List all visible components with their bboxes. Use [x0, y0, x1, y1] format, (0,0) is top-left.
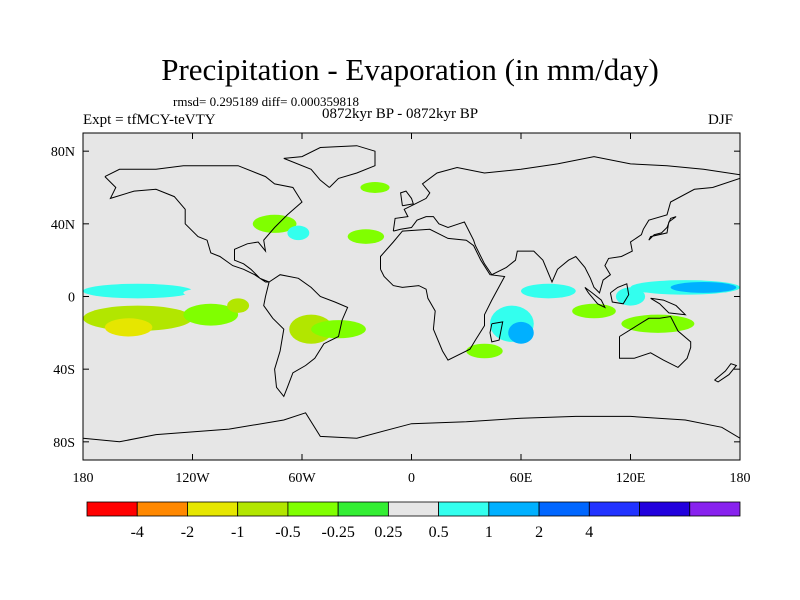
colorbar-label-6: 0.5: [429, 524, 449, 541]
coastline-greenland: [283, 145, 376, 188]
coastline-australia: [619, 315, 692, 369]
anomaly-region-14: [521, 283, 576, 299]
anomaly-region-19: [670, 281, 737, 293]
x-tick-label-0: 180: [73, 471, 94, 486]
axis-ticks: 180 120W 60W 0 60E 120E 180 80N 40N 0 40S 80S: [51, 133, 751, 486]
anomaly-region-25: [360, 182, 390, 193]
anomaly-region-4: [137, 336, 175, 355]
coastline-sumatra: [584, 287, 606, 309]
colorbar-swatch-3: [237, 501, 289, 517]
colorbar-swatch-7: [438, 501, 490, 517]
colorbar-swatch-9: [538, 501, 590, 517]
anomaly-region-12: [347, 229, 385, 244]
y-tick-label-3: 40S: [53, 363, 75, 378]
coastline-north-america: [104, 165, 303, 283]
x-tick-label-3: 0: [408, 471, 415, 486]
colorbar-label-0: -4: [131, 524, 144, 541]
anomaly-region-20: [621, 314, 695, 333]
anomaly-region-13: [311, 203, 348, 215]
anomaly-region-24: [572, 303, 616, 319]
coastlines: [83, 145, 740, 443]
colorbar-swatch-11: [639, 501, 691, 517]
anomaly-region-5: [183, 303, 239, 326]
coastline-madagascar: [489, 321, 504, 343]
anomaly-region-23: [672, 214, 717, 226]
y-tick-label-0: 80N: [51, 145, 75, 160]
colorbar-swatch-5: [337, 501, 389, 517]
experiment-label: Expt = tfMCY-teVTY: [83, 112, 216, 128]
period-label: 0872kyr BP - 0872kyr BP: [322, 106, 479, 122]
anomaly-region-10: [252, 214, 297, 233]
anomaly-region-11: [287, 225, 310, 241]
coastline-uk: [400, 190, 414, 207]
colorbar-label-4: -0.25: [321, 524, 354, 541]
colorbar-label-3: -0.5: [275, 524, 300, 541]
anomaly-region-0: [83, 283, 193, 299]
chart-title: Precipitation - Evaporation (in mm/day): [161, 52, 659, 87]
colorbar-swatch-8: [488, 501, 540, 517]
colorbar: -4 -2 -1 -0.5 -0.25 0.25 0.5 1 2 4: [86, 501, 741, 541]
season-label: DJF: [708, 112, 734, 128]
y-tick-label-2: 0: [68, 291, 75, 306]
coastline-borneo: [609, 283, 630, 305]
colorbar-label-1: -2: [181, 524, 194, 541]
coastline-japan: [648, 216, 677, 241]
colorbar-swatch-10: [588, 501, 640, 517]
x-tick-label-1: 120W: [175, 471, 210, 486]
coastline-new-guinea: [650, 297, 687, 316]
colorbar-label-7: 1: [485, 524, 493, 541]
anomaly-region-16: [508, 321, 534, 344]
coastline-eurasia: [392, 156, 740, 294]
x-tick-label-2: 60W: [288, 471, 316, 486]
anomaly-region-22: [667, 343, 722, 359]
y-tick-label-1: 40N: [51, 218, 75, 233]
x-tick-label-4: 60E: [510, 471, 533, 486]
coastline-antarctica: [83, 412, 740, 443]
anomaly-region-9: [291, 298, 313, 313]
coastline-new-zealand: [714, 363, 738, 383]
colorbar-swatch-2: [187, 501, 239, 517]
colorbar-label-9: 4: [585, 524, 593, 541]
anomaly-region-17: [466, 343, 503, 359]
colorbar-swatch-6: [387, 501, 440, 517]
colorbar-label-8: 2: [535, 524, 543, 541]
anomaly-region-3: [104, 318, 153, 337]
colorbar-swatch-1: [136, 501, 188, 517]
colorbar-label-2: -1: [231, 524, 244, 541]
coastline-south-america: [263, 274, 349, 398]
x-tick-label-6: 180: [730, 471, 751, 486]
colorbar-swatch-4: [287, 501, 339, 517]
anomaly-region-8: [311, 320, 366, 339]
y-tick-label-4: 80S: [53, 436, 75, 451]
stats-text: rmsd= 0.295189 diff= 0.000359818: [173, 94, 359, 109]
coastline-africa: [380, 228, 506, 361]
anomaly-region-21: [615, 287, 646, 306]
colorbar-label-5: 0.25: [374, 524, 402, 541]
x-tick-label-5: 120E: [616, 471, 646, 486]
anomaly-region-1: [183, 287, 257, 299]
colorbar-swatch-12: [689, 501, 741, 517]
anomaly-region-6: [227, 298, 250, 313]
colorbar-swatch-0: [86, 501, 138, 517]
